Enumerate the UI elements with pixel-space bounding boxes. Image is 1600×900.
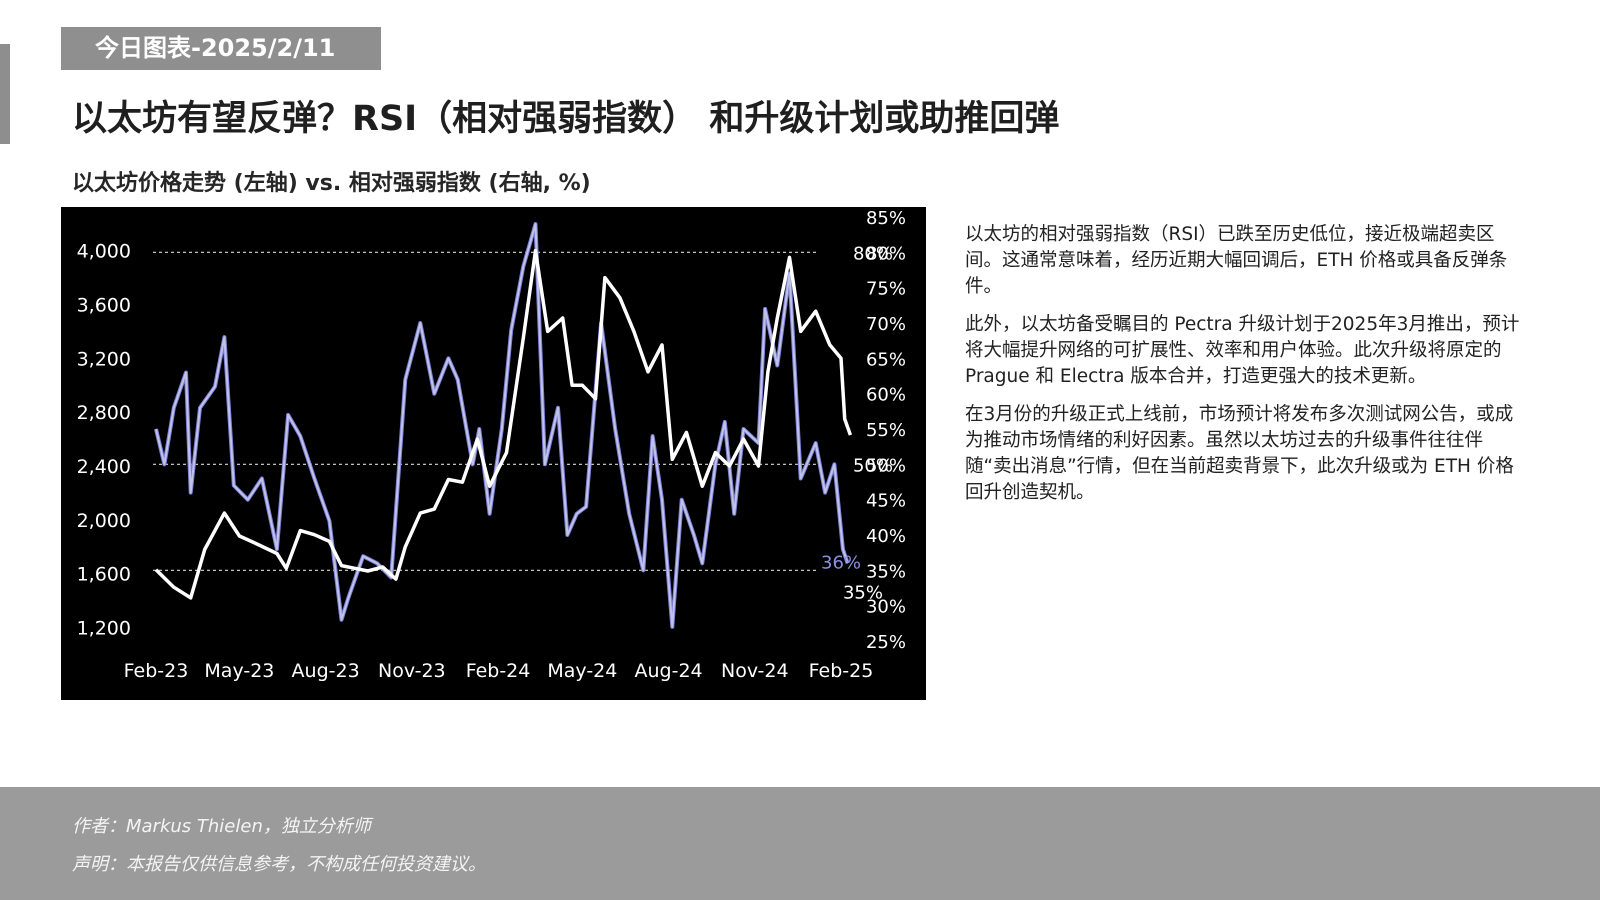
right-axis-tick-label: 80% — [866, 243, 906, 264]
left-accent-bar — [0, 44, 10, 144]
right-axis-tick-label: 85% — [866, 208, 906, 229]
x-axis-tick-label: Feb-23 — [124, 660, 189, 682]
paragraph: 以太坊的相对强弱指数（RSI）已跌至历史低位，接近极端超卖区间。这通常意味着，经… — [965, 224, 1508, 297]
left-axis-tick-label: 3,200 — [77, 348, 131, 370]
footer: 作者：Markus Thielen，独立分析师 声明：本报告仅供信息参考，不构成… — [0, 787, 1600, 900]
chart-subtitle: 以太坊价格走势 (左轴) vs. 相对强弱指数 (右轴, %) — [72, 171, 591, 196]
x-axis-tick-label: Feb-24 — [466, 660, 531, 682]
right-axis-tick-label: 70% — [866, 314, 906, 335]
rsi-end-label: 36% — [821, 552, 861, 573]
x-axis-tick-label: May-24 — [547, 660, 617, 682]
chart-svg: 1,200 1,600 2,000 2,400 2,800 3,200 3,600 4,000… — [61, 207, 926, 700]
reference-line-label: 50% — [853, 455, 893, 476]
left-axis-tick-label: 1,600 — [77, 564, 131, 586]
paragraph: 此外，以太坊备受瞩目的 Pectra 升级计划于2025年3月推出，预计将大幅提… — [965, 314, 1520, 387]
x-axis-tick-label: Feb-25 — [809, 660, 874, 682]
x-axis-tick-label: Aug-24 — [635, 660, 703, 682]
right-axis-tick-label: 40% — [866, 526, 906, 547]
left-axis-tick-label: 3,600 — [77, 294, 131, 316]
left-axis-tick-label: 2,000 — [77, 510, 131, 532]
left-axis-tick-label: 1,200 — [77, 618, 131, 640]
footer-author: 作者：Markus Thielen，独立分析师 — [72, 816, 371, 837]
right-axis-tick-label: 45% — [866, 491, 906, 512]
page-title: 以太坊有望反弹？RSI（相对强弱指数） 和升级计划或助推回弹 — [72, 99, 1060, 139]
right-axis-tick-label: 30% — [866, 597, 906, 618]
left-axis-tick-label: 2,800 — [77, 402, 131, 424]
left-axis-tick-label: 4,000 — [77, 241, 131, 263]
right-axis-tick-label: 65% — [866, 349, 906, 370]
date-tag: 今日图表-2025/2/11 — [61, 27, 381, 70]
reference-line-label: 35% — [843, 582, 883, 603]
left-axis-tick-label: 2,400 — [77, 456, 131, 478]
paragraph: 在3月份的升级正式上线前，市场预计将发布多次测试网公告，或成为推动市场情绪的利好… — [965, 404, 1514, 503]
price-line — [154, 248, 853, 600]
right-axis-tick-label: 50% — [866, 455, 906, 476]
x-axis-tick-label: Aug-23 — [292, 660, 360, 682]
x-axis-tick-label: May-23 — [204, 660, 274, 682]
right-axis-tick-label: 25% — [866, 632, 906, 653]
right-axis-tick-label: 55% — [866, 420, 906, 441]
x-axis-tick-label: Nov-23 — [378, 660, 446, 682]
commentary-text: 以太坊的相对强弱指数（RSI）已跌至历史低位，接近极端超卖区间。这通常意味着，经… — [965, 222, 1525, 518]
right-axis-tick-label: 60% — [866, 385, 906, 406]
footer-disclaimer: 声明：本报告仅供信息参考，不构成任何投资建议。 — [72, 854, 486, 875]
x-axis-tick-label: Nov-24 — [721, 660, 789, 682]
right-axis-tick-label: 75% — [866, 279, 906, 300]
right-axis-tick-label: 35% — [866, 561, 906, 582]
reference-line-label: 80% — [853, 243, 893, 264]
chart-panel: 1,200 1,600 2,000 2,400 2,800 3,200 3,600 4,000… — [61, 207, 926, 700]
